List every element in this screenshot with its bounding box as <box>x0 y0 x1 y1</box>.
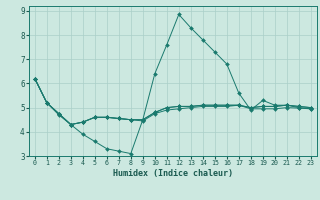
X-axis label: Humidex (Indice chaleur): Humidex (Indice chaleur) <box>113 169 233 178</box>
